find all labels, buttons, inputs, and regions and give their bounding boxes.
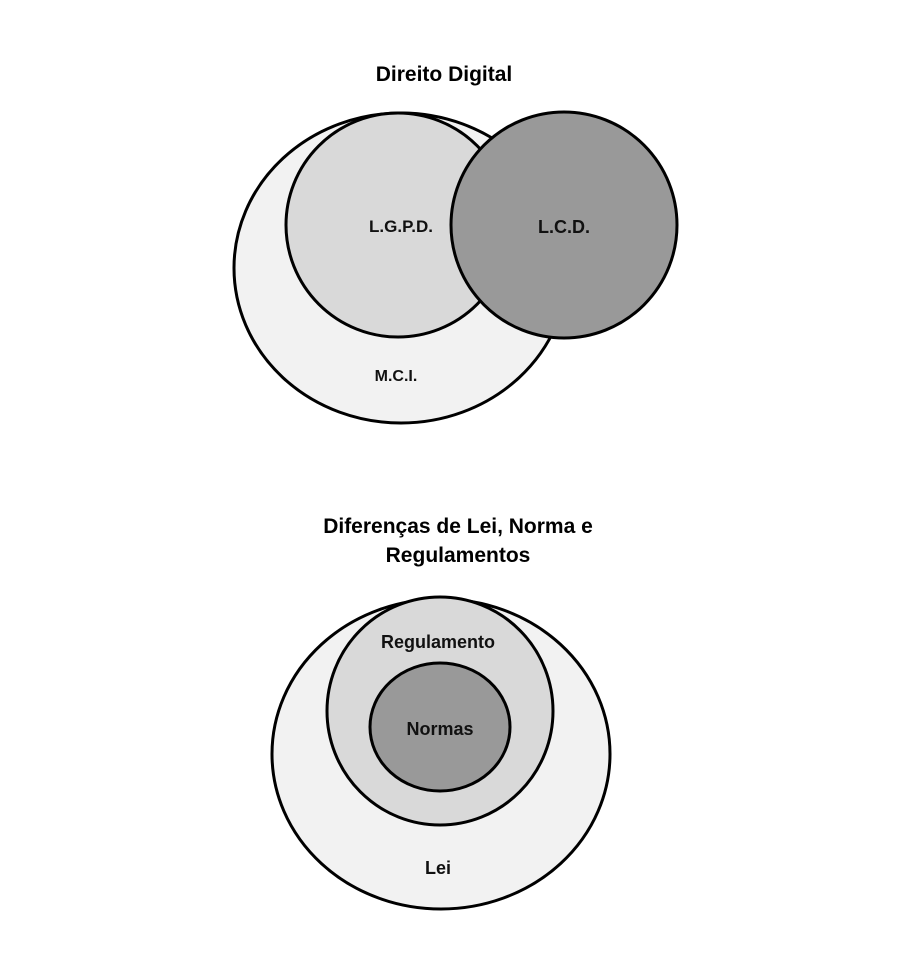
bottom-title-line2: Regulamentos <box>386 544 531 567</box>
direito-digital-title: Direito Digital <box>376 63 513 86</box>
normas-set-circle <box>368 661 512 793</box>
lei-norma-regulamento-diagram: Diferenças de Lei, Norma e Regulamentos … <box>270 515 612 911</box>
lgpd-label: L.G.P.D. <box>369 217 433 236</box>
normas-label: Normas <box>406 719 473 739</box>
direito-digital-diagram: Direito Digital L.G.P.D. L.C.D. M.C.I. <box>232 63 679 425</box>
lcd-label: L.C.D. <box>538 217 590 237</box>
mci-label: M.C.I. <box>375 368 418 385</box>
lcd-set-circle <box>449 110 679 340</box>
regulamento-label: Regulamento <box>381 632 495 652</box>
bottom-title-line1: Diferenças de Lei, Norma e <box>323 515 593 538</box>
lei-label: Lei <box>425 858 451 878</box>
